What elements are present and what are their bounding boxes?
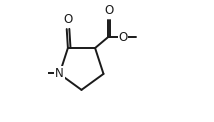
Text: O: O bbox=[63, 13, 73, 26]
Text: O: O bbox=[119, 31, 128, 44]
Text: O: O bbox=[104, 4, 114, 17]
Text: N: N bbox=[55, 67, 64, 80]
